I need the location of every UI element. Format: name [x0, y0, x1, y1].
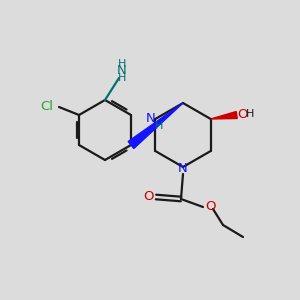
Polygon shape — [211, 112, 237, 119]
Polygon shape — [128, 103, 183, 148]
Text: Cl: Cl — [40, 100, 53, 113]
Text: N: N — [117, 64, 127, 77]
Text: O: O — [238, 107, 248, 121]
Text: O: O — [144, 190, 154, 203]
Text: H: H — [118, 73, 126, 83]
Text: N: N — [178, 161, 188, 175]
Text: H: H — [155, 121, 163, 131]
Text: H: H — [245, 109, 254, 119]
Text: O: O — [205, 200, 215, 214]
Text: H: H — [118, 59, 126, 69]
Text: N: N — [146, 112, 156, 125]
